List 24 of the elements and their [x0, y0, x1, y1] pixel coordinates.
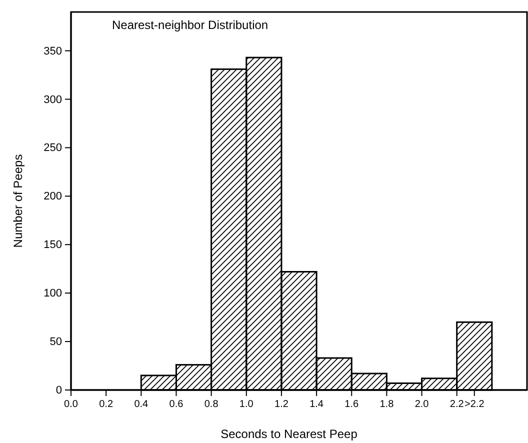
- x-tick-label: >2.2: [464, 399, 485, 410]
- y-axis-title: Number of Peeps: [11, 154, 25, 248]
- y-tick-label: 0: [56, 384, 62, 397]
- x-tick-label: 0.0: [64, 399, 78, 410]
- x-tick-label: 0.6: [169, 399, 184, 410]
- x-tick-label: 1.6: [344, 399, 359, 410]
- y-tick-label: 50: [50, 336, 62, 348]
- x-tick-label: 1.4: [310, 399, 324, 410]
- y-tick-label: 150: [44, 239, 62, 252]
- x-tick-label: 2.2: [450, 399, 464, 410]
- text: Nearest-neighbor Distribution: [112, 18, 268, 32]
- x-axis-title: Seconds to Nearest Peep: [220, 427, 358, 441]
- y-tick-label: 100: [44, 288, 62, 300]
- y-tick-label: 200: [44, 190, 62, 203]
- x-tick-label: 2.0: [414, 399, 430, 410]
- x-tick-label: 0.4: [134, 399, 149, 410]
- x-tick-label: 1.0: [239, 399, 254, 410]
- y-tick-label: 350: [44, 45, 62, 58]
- y-tick-label: 250: [44, 142, 62, 154]
- x-tick-label: 0.2: [99, 399, 114, 410]
- x-tick-label: 0.8: [204, 399, 219, 410]
- x-tick-label: 1.8: [380, 399, 394, 410]
- y-tick-label: 300: [44, 94, 62, 106]
- x-tick-label: 1.2: [274, 399, 289, 410]
